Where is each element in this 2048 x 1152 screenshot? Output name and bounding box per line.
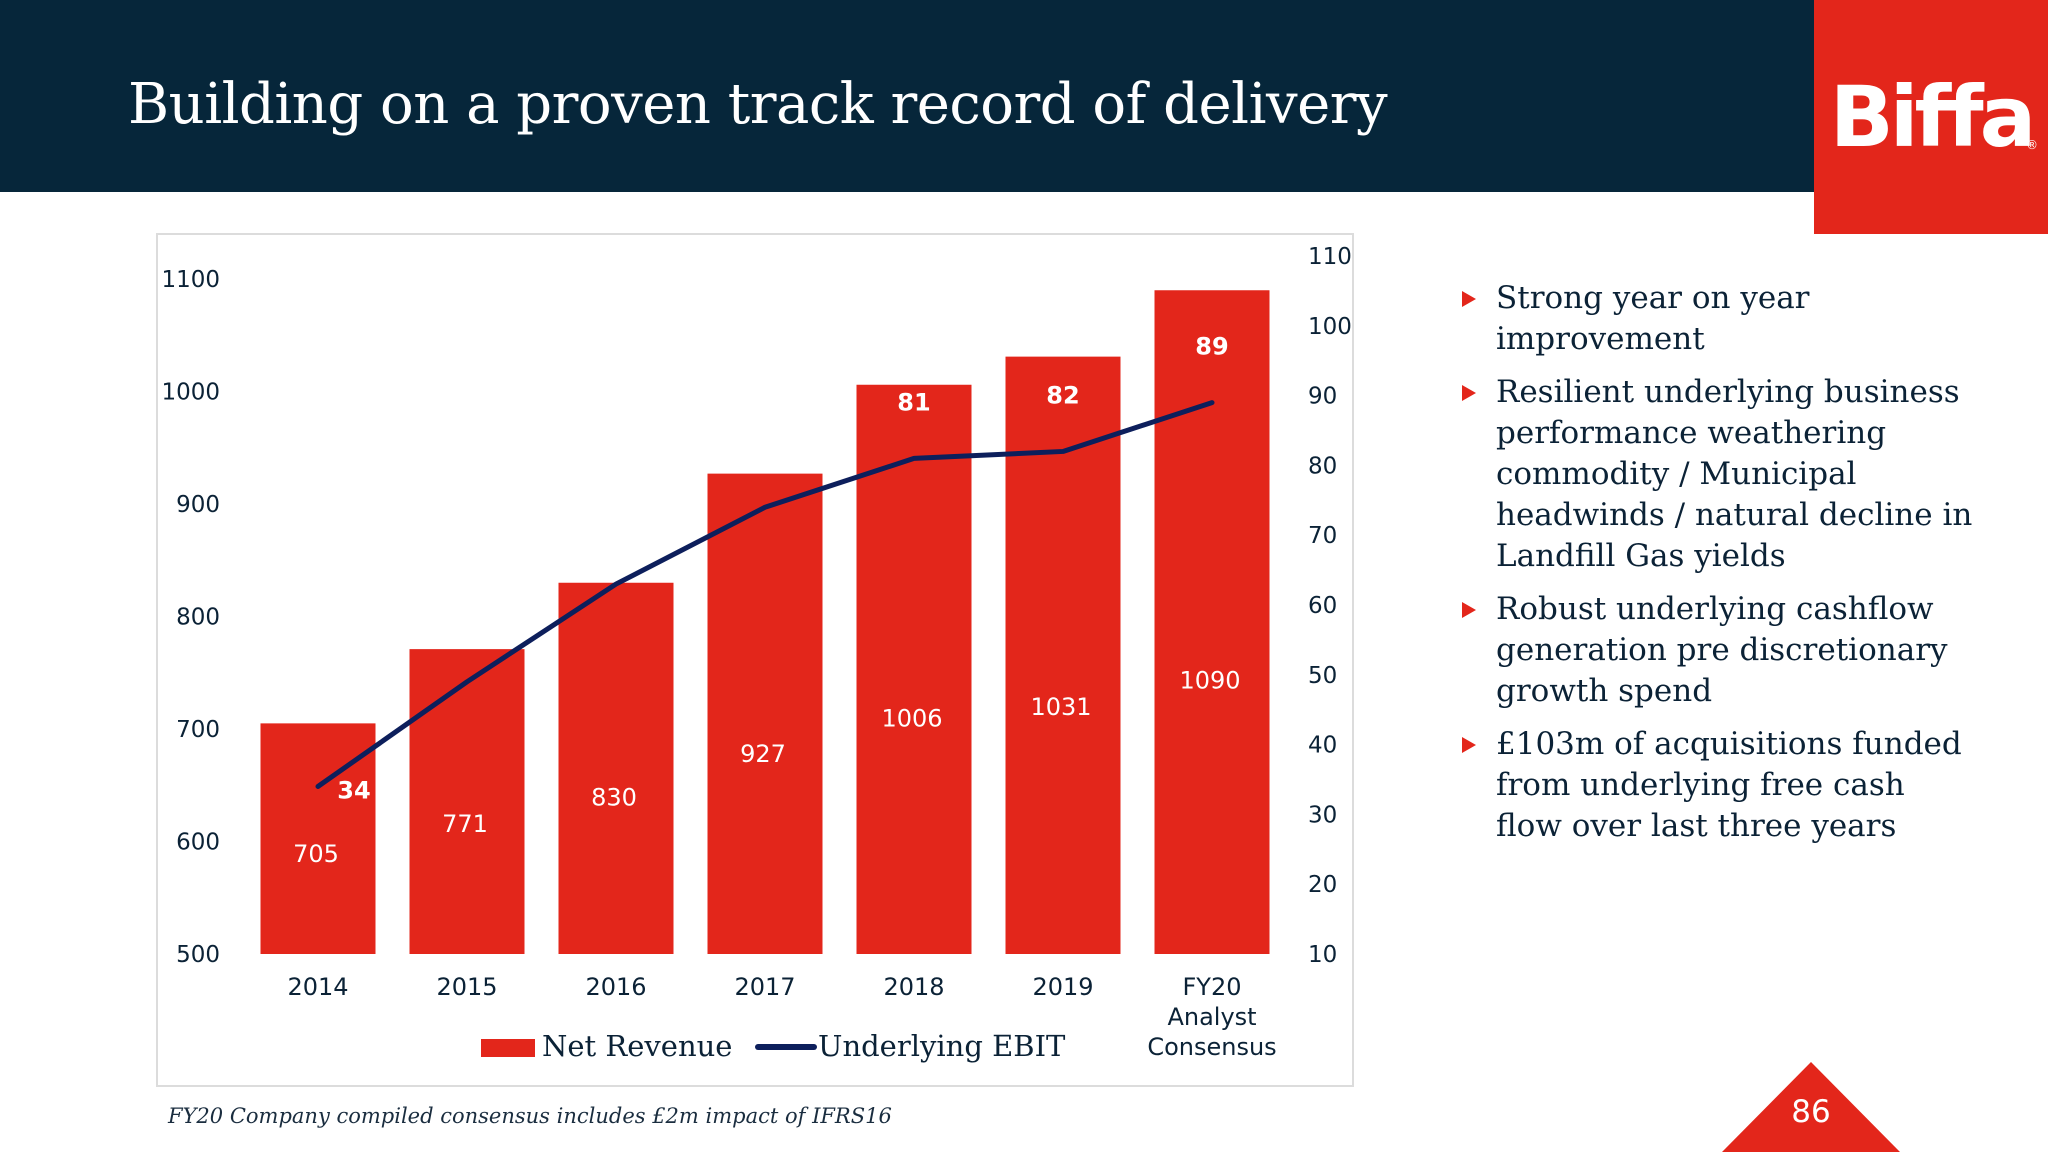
y-left-tick-label: 900 (176, 492, 220, 518)
triangle-bullet-icon (1462, 602, 1476, 618)
y-right-tick-label: 80 (1308, 453, 1337, 479)
y-right-tick-label: 10 (1308, 942, 1337, 968)
y-right-tick-label: 30 (1308, 802, 1337, 828)
y-right-tick-label: 70 (1308, 523, 1337, 549)
bullet-item: Resilient underlying business performanc… (1460, 372, 1980, 577)
bullet-item: Strong year on year improvement (1460, 278, 1980, 360)
x-category-label: 2014 (287, 973, 348, 1001)
x-category-label: 2018 (883, 973, 944, 1001)
line-underlying-ebit (315, 400, 1215, 789)
data-label-underlying-ebit: 74 (748, 437, 781, 465)
data-label-net-revenue: 771 (442, 810, 488, 838)
data-label-underlying-ebit: 82 (1046, 381, 1079, 409)
y-left-tick-label: 800 (176, 605, 220, 631)
y-left-tick-label: 600 (176, 830, 220, 856)
bullet-text: Strong year on year improvement (1496, 280, 1810, 357)
legend-swatch-net-revenue (481, 1039, 535, 1057)
x-category-label: 2019 (1032, 973, 1093, 1001)
bar-net-revenue (1154, 290, 1270, 954)
legend-label-net-revenue: Net Revenue (542, 1029, 732, 1063)
data-label-net-revenue: 1031 (1030, 693, 1091, 721)
chart-panel: 500 600 700 800 900 1000 1100 10 20 30 40 50 60 70 80 9… (156, 233, 1354, 1087)
y-right-tick-label: 60 (1308, 593, 1337, 619)
header-bar (0, 0, 1814, 192)
bullet-text: Resilient underlying business performanc… (1496, 374, 1973, 574)
bullet-text: £103m of acquisitions funded from underl… (1496, 726, 1962, 844)
x-category-label: 2017 (734, 973, 795, 1001)
triangle-bullet-icon (1462, 385, 1476, 401)
y-right-tick-label: 40 (1308, 733, 1337, 759)
bar-net-revenue (558, 582, 674, 954)
x-category-label: 2015 (436, 973, 497, 1001)
page-number-triangle (1722, 1062, 1900, 1152)
legend-label-underlying-ebit: Underlying EBIT (818, 1029, 1066, 1063)
x-category-label: FY20 Analyst Consensus (1147, 973, 1276, 1061)
bar-net-revenue (856, 384, 972, 954)
bar-net-revenue (409, 649, 525, 954)
data-label-underlying-ebit: 89 (1195, 333, 1228, 361)
data-label-net-revenue: 705 (293, 840, 339, 868)
data-label-underlying-ebit: 34 (337, 776, 370, 804)
y-right-tick-label: 100 (1308, 314, 1352, 340)
logo-registered-mark: ® (2026, 138, 2038, 152)
y-right-tick-label: 90 (1308, 384, 1337, 410)
y-right-tick-label: 50 (1308, 663, 1337, 689)
footnote: FY20 Company compiled consensus includes… (168, 1104, 892, 1128)
y-right-tick-label: 20 (1308, 872, 1337, 898)
data-label-underlying-ebit: 63 (599, 514, 632, 542)
y-right-tick-label: 110 (1308, 244, 1352, 270)
data-label-net-revenue: 830 (591, 784, 637, 812)
data-label-underlying-ebit: 49 (450, 612, 483, 640)
x-category-label: 2016 (585, 973, 646, 1001)
bar-net-revenue (1005, 356, 1121, 954)
data-label-net-revenue: 1006 (881, 704, 942, 732)
data-label-underlying-ebit: 81 (897, 388, 930, 416)
y-left-tick-label: 1100 (161, 267, 220, 293)
bar-net-revenue (707, 473, 823, 954)
bullet-list: Strong year on year improvement Resilien… (1460, 278, 1980, 859)
triangle-bullet-icon (1462, 737, 1476, 753)
logo-text: Biffa (1829, 68, 2037, 166)
y-left-tick-label: 700 (176, 717, 220, 743)
bullet-text: Robust underlying cashflow generation pr… (1496, 591, 1948, 709)
triangle-bullet-icon (1462, 291, 1476, 307)
y-left-tick-label: 500 (176, 942, 220, 968)
bullet-item: £103m of acquisitions funded from underl… (1460, 724, 1980, 847)
page-title: Building on a proven track record of del… (128, 72, 1388, 137)
data-label-net-revenue: 1090 (1179, 667, 1240, 695)
y-left-tick-label: 1000 (161, 380, 220, 406)
page-number: 86 (1791, 1094, 1831, 1130)
data-label-net-revenue: 927 (740, 740, 786, 768)
combo-chart: 500 600 700 800 900 1000 1100 10 20 30 40 50 60 70 80 9… (161, 244, 1352, 1063)
bullet-item: Robust underlying cashflow generation pr… (1460, 589, 1980, 712)
brand-logo: Biffa ® (1814, 0, 2048, 234)
